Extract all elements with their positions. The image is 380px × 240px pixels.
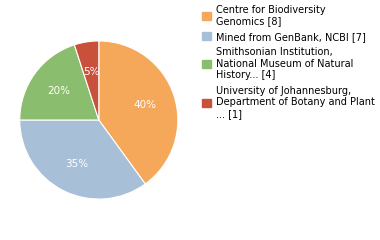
Text: 5%: 5% (83, 66, 100, 77)
Wedge shape (20, 45, 99, 120)
Wedge shape (20, 120, 145, 199)
Legend: Centre for Biodiversity
Genomics [8], Mined from GenBank, NCBI [7], Smithsonian : Centre for Biodiversity Genomics [8], Mi… (203, 5, 375, 119)
Text: 40%: 40% (134, 100, 157, 110)
Wedge shape (99, 41, 178, 184)
Text: 35%: 35% (65, 159, 88, 169)
Wedge shape (74, 41, 99, 120)
Text: 20%: 20% (48, 86, 71, 96)
